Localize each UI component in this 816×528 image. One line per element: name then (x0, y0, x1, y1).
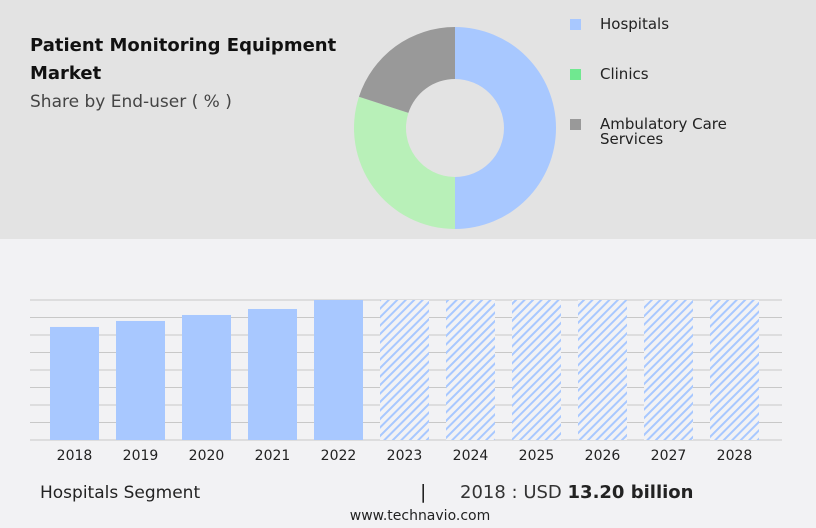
bar-2019 (116, 320, 165, 440)
x-tick-label: 2028 (717, 448, 753, 464)
x-tick-label: 2018 (57, 448, 93, 464)
legend-swatch (570, 69, 581, 80)
donut-chart (353, 27, 556, 230)
legend-label: Ambulatory Care Services (600, 115, 727, 148)
legend-swatch (570, 19, 581, 30)
x-tick-label: 2022 (321, 448, 357, 464)
bar-2021 (248, 308, 297, 440)
legend-label: Clinics (600, 65, 649, 83)
bar-2028 (710, 300, 759, 440)
x-tick-label: 2025 (519, 448, 555, 464)
site-url: www.technavio.com (349, 508, 491, 524)
x-tick-label: 2027 (651, 448, 687, 464)
x-tick-label: 2020 (189, 448, 225, 464)
legend-item-clinics: Clinics (570, 67, 770, 101)
segment-value: 2018 : USD 13.20 billion (460, 482, 693, 503)
legend-item-hospitals: Hospitals (570, 17, 770, 51)
bar-2018 (50, 326, 99, 440)
chart-title: Patient Monitoring Equipment Market (30, 35, 337, 84)
chart-subtitle: Share by End-user ( % ) (30, 92, 232, 112)
legend-label: Hospitals (600, 15, 670, 33)
bar-2025 (512, 300, 561, 440)
bar-2027 (644, 300, 693, 440)
x-tick-label: 2019 (123, 448, 159, 464)
bar-2023 (380, 300, 429, 440)
legend-item-ambulatory: Ambulatory Care Services (570, 117, 770, 151)
donut-slice-hospitals (455, 27, 556, 229)
x-tick-label: 2023 (387, 448, 423, 464)
bar-2022 (314, 300, 363, 440)
year-label: 2018 : USD (460, 482, 562, 503)
donut-slice-clinics (353, 96, 455, 230)
x-tick-label: 2021 (255, 448, 291, 464)
donut-slice-ambulatory-care-services (358, 27, 455, 113)
x-tick-label: 2024 (453, 448, 489, 464)
legend-swatch (570, 119, 581, 130)
bar-chart: 2018 2019 2020 2021 2022 2023 2024 2025 2026 2027… (30, 299, 782, 464)
bar-2020 (182, 314, 231, 440)
separator: | (420, 481, 427, 503)
segment-label: Hospitals Segment (40, 483, 201, 503)
bar-2026 (578, 300, 627, 440)
bar-2024 (446, 300, 495, 440)
x-tick-label: 2026 (585, 448, 621, 464)
value-text: 13.20 billion (567, 482, 694, 503)
